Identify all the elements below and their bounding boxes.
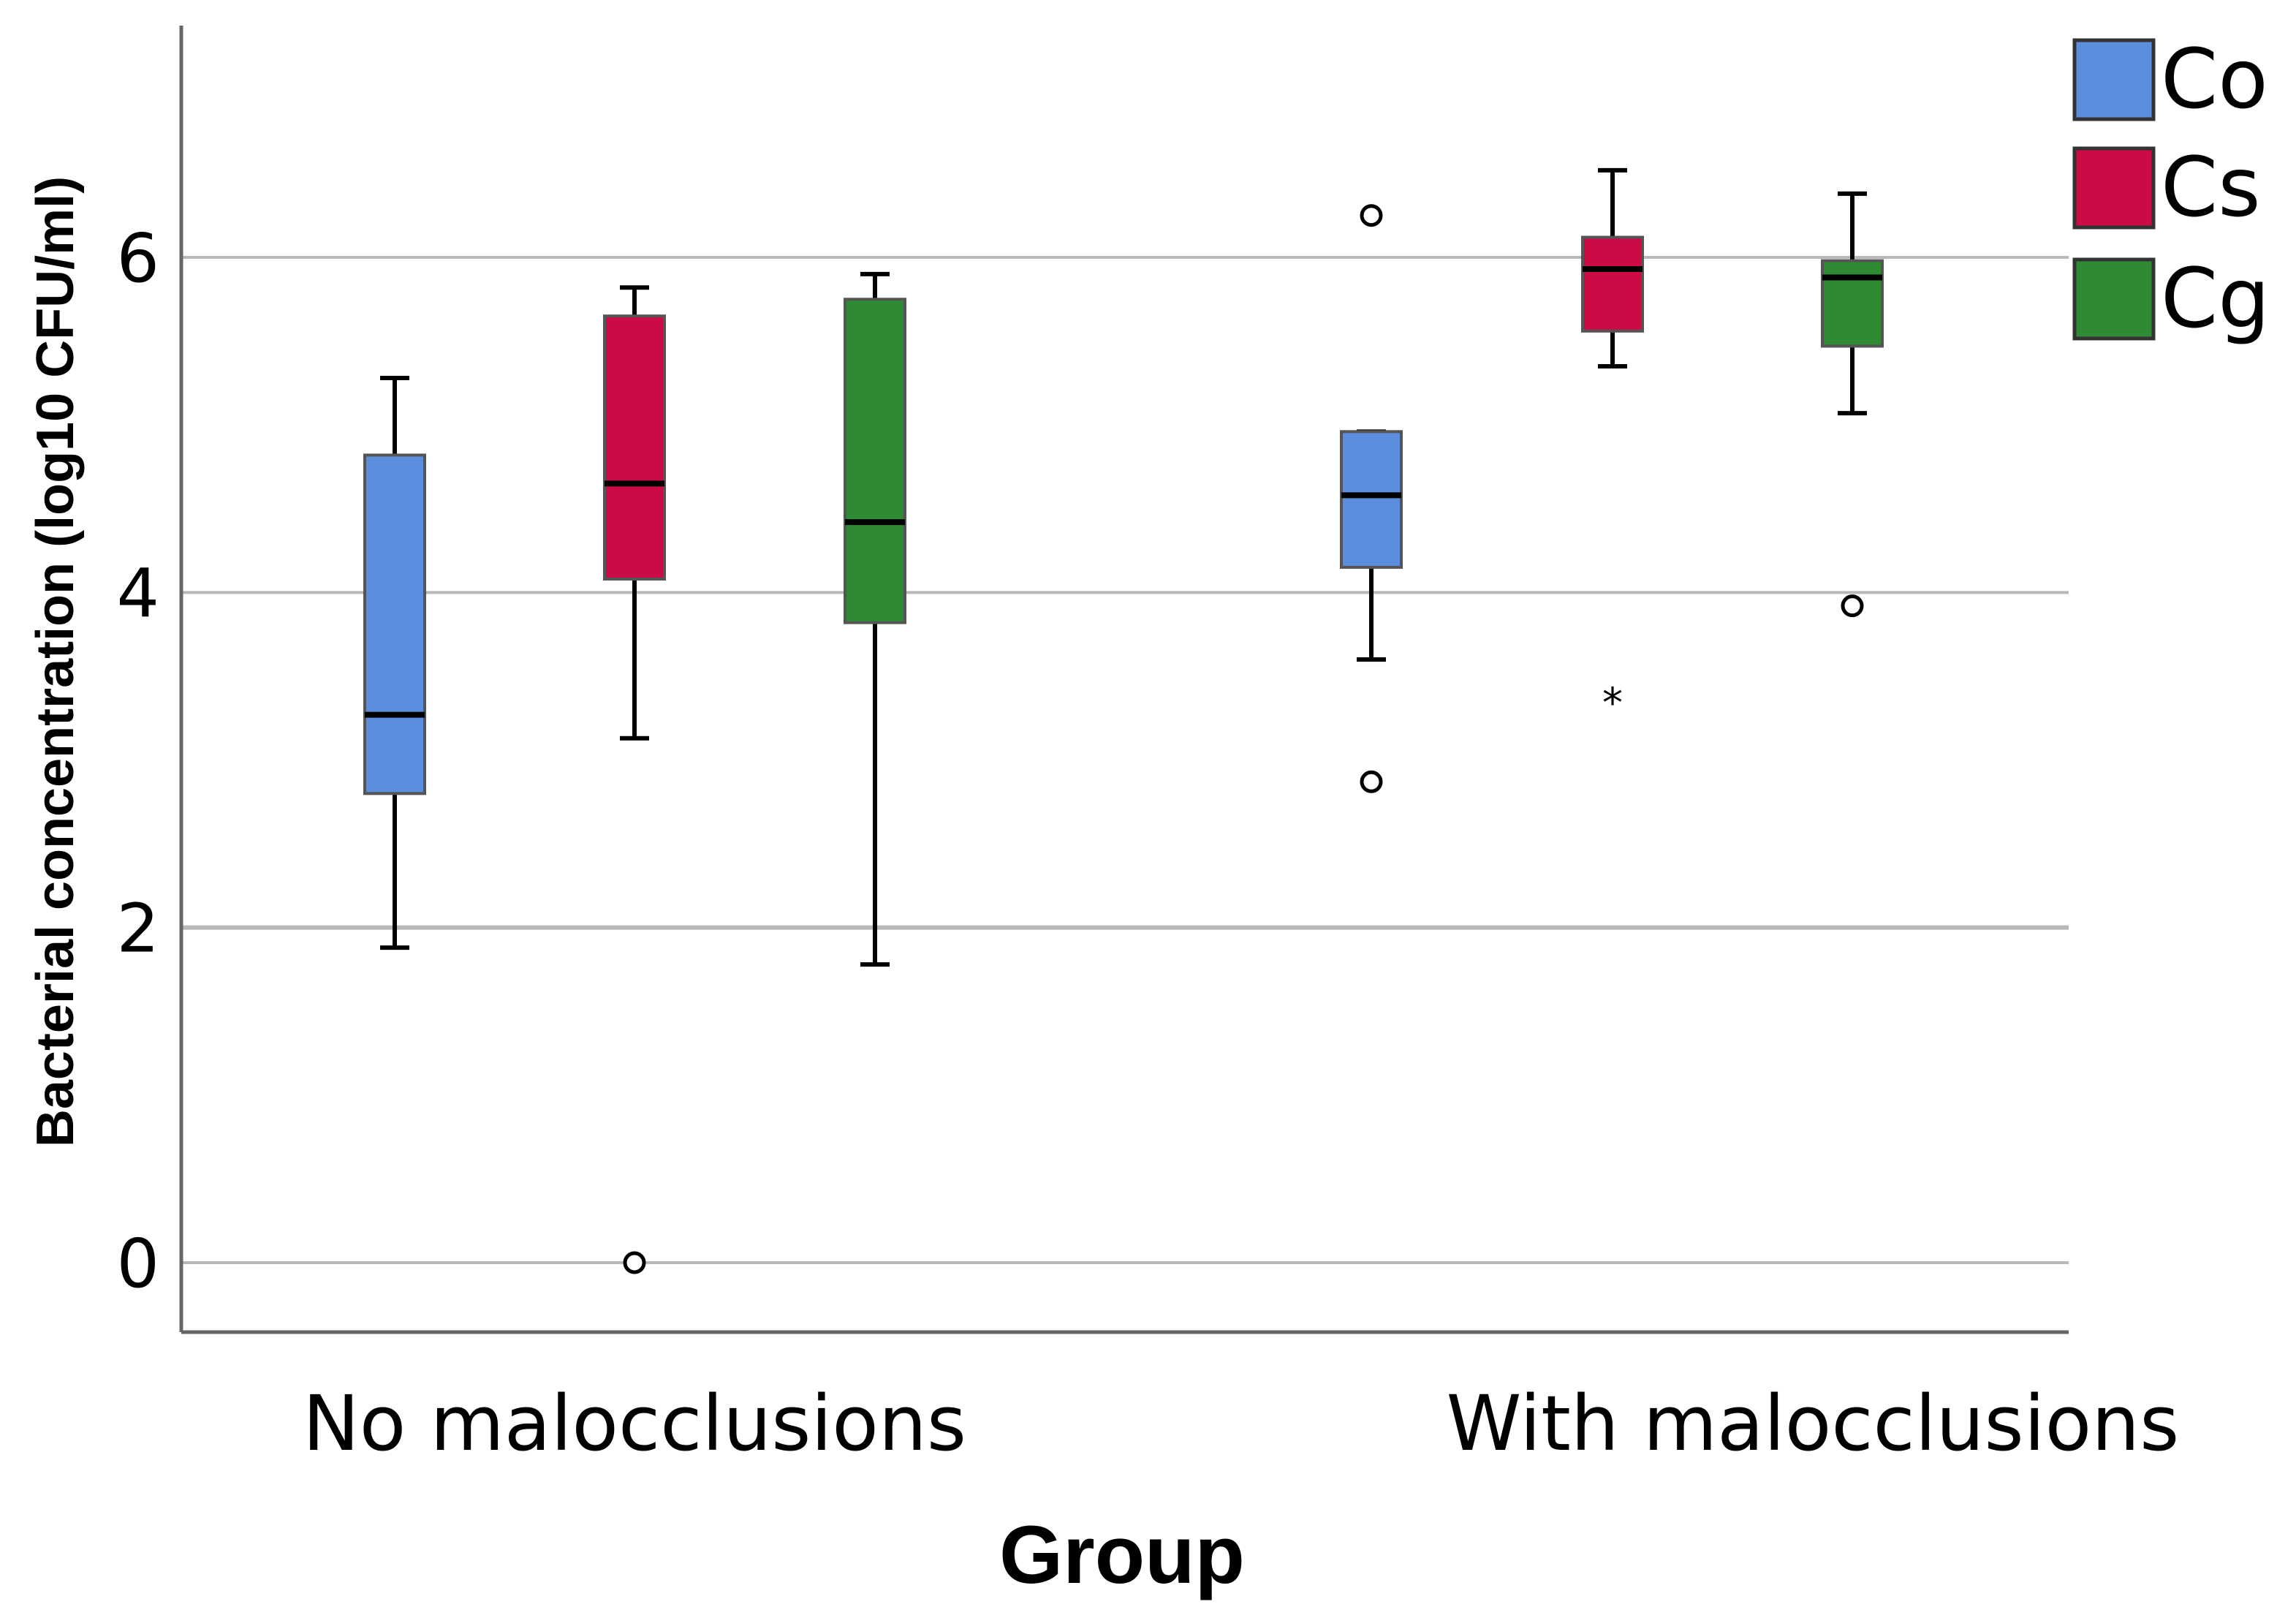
x-category-label: With malocclusions: [1447, 1379, 2180, 1468]
labels: Bacterial concentration (log10 CFU/ml) G…: [26, 176, 2179, 1600]
y-axis-title: Bacterial concentration (log10 CFU/ml): [26, 176, 85, 1147]
legend-swatch: [2072, 257, 2156, 341]
x-category-label: No malocclusions: [303, 1379, 966, 1468]
legend-label: Cs: [2161, 140, 2261, 235]
y-tick-label: 4: [116, 554, 159, 632]
y-tick-label: 6: [116, 219, 159, 298]
y-tick-label: 2: [116, 890, 159, 968]
legend-label: Cg: [2161, 252, 2270, 347]
box-cg-group-1: [844, 271, 906, 967]
boxes: *: [363, 167, 1884, 1274]
outlier-point: [1841, 594, 1864, 618]
axes: [179, 26, 2069, 1334]
legend-item-cg: Cg: [2072, 252, 2270, 347]
iqr-box: [603, 314, 666, 581]
legend: Co Cs Cg: [2072, 32, 2270, 347]
outlier-point: [623, 1251, 646, 1274]
x-axis-title: Group: [999, 1509, 1245, 1600]
iqr-box: [1821, 259, 1884, 348]
legend-item-cs: Cs: [2072, 140, 2261, 235]
y-tick-label: 0: [116, 1225, 159, 1303]
legend-swatch: [2072, 38, 2156, 121]
box-cs-group-1: [603, 285, 666, 1274]
legend-label: Co: [2161, 32, 2268, 127]
legend-item-co: Co: [2072, 32, 2268, 127]
outlier-point: [1360, 770, 1383, 793]
box-cs-group-2: *: [1581, 167, 1644, 727]
outlier-point: [1360, 204, 1383, 227]
iqr-box: [1581, 235, 1644, 333]
iqr-box: [363, 453, 426, 795]
legend-swatch: [2072, 146, 2156, 230]
box-co-group-1: [363, 376, 426, 950]
box-co-group-2: [1340, 204, 1403, 793]
gridlines: [181, 256, 2069, 1264]
extreme-point: *: [1602, 679, 1623, 727]
iqr-box: [1340, 430, 1403, 569]
iqr-box: [844, 298, 906, 624]
box-cg-group-2: [1821, 191, 1884, 618]
